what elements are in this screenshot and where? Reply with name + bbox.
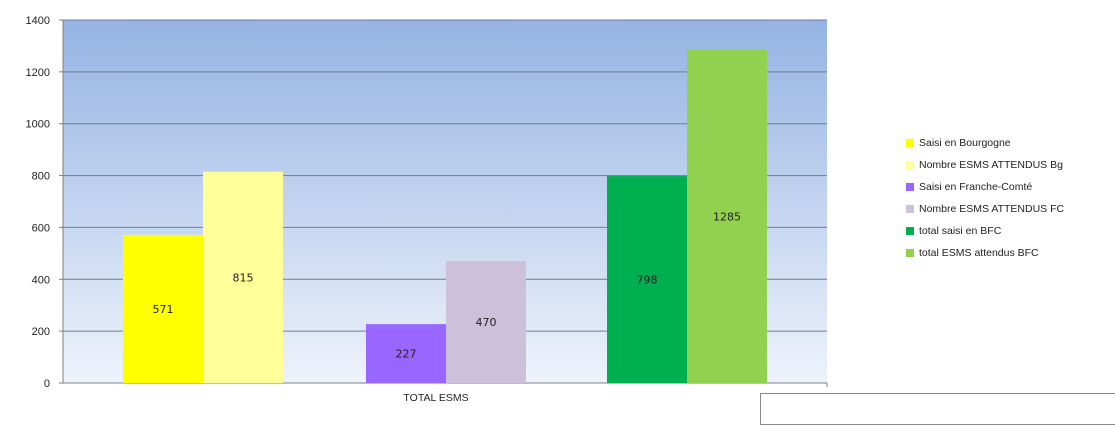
- legend-label: Nombre ESMS ATTENDUS Bg: [919, 159, 1063, 171]
- y-tick-label: 400: [32, 274, 50, 286]
- legend-item: Nombre ESMS ATTENDUS FC: [906, 198, 1064, 220]
- legend-label: total saisi en BFC: [919, 225, 1002, 237]
- data-label: 815: [233, 271, 254, 284]
- legend-swatch: [906, 249, 914, 257]
- legend-item: total ESMS attendus BFC: [906, 242, 1064, 264]
- bar-nombre-esms-attendus-bg: [203, 171, 283, 383]
- bar-total-esms-attendus-bfc: [687, 49, 767, 383]
- bar-saisi-en-franche-comt: [366, 324, 446, 383]
- y-tick-label: 1200: [26, 67, 50, 79]
- legend-item: total saisi en BFC: [906, 220, 1064, 242]
- y-tick-label: 600: [32, 222, 50, 234]
- legend-item: Saisi en Franche-Comté: [906, 176, 1064, 198]
- y-tick-label: 200: [32, 326, 50, 338]
- y-tick-label: 1400: [26, 15, 50, 27]
- bar-total-saisi-en-bfc: [607, 176, 687, 383]
- y-tick-label: 1000: [26, 119, 50, 131]
- chart-legend: Saisi en Bourgogne Nombre ESMS ATTENDUS B…: [906, 132, 1064, 264]
- data-label: 798: [637, 274, 658, 287]
- legend-item: Saisi en Bourgogne: [906, 132, 1064, 154]
- y-tick-label: 800: [32, 171, 50, 183]
- bar-saisi-en-bourgogne: [123, 234, 203, 383]
- legend-label: Nombre ESMS ATTENDUS FC: [919, 203, 1065, 215]
- empty-text-box: [760, 393, 1115, 425]
- legend-label: Saisi en Bourgogne: [919, 137, 1011, 149]
- x-tick-label: TOTAL ESMS: [403, 392, 468, 404]
- bar-chart: 0 200 400 600 800 1000 1200 1400 571 815 227 470 79…: [26, 15, 828, 404]
- data-label: 571: [153, 303, 174, 316]
- data-label: 470: [476, 316, 497, 329]
- legend-swatch: [906, 161, 914, 169]
- legend-swatch: [906, 139, 914, 147]
- legend-label: total ESMS attendus BFC: [919, 247, 1039, 259]
- legend-swatch: [906, 227, 914, 235]
- bar-nombre-esms-attendus-fc: [446, 261, 526, 383]
- legend-swatch: [906, 183, 914, 191]
- legend-item: Nombre ESMS ATTENDUS Bg: [906, 154, 1064, 176]
- data-label: 1285: [713, 210, 741, 223]
- legend-label: Saisi en Franche-Comté: [919, 181, 1033, 193]
- y-tick-label: 0: [44, 378, 50, 390]
- data-label: 227: [396, 348, 417, 361]
- legend-swatch: [906, 205, 914, 213]
